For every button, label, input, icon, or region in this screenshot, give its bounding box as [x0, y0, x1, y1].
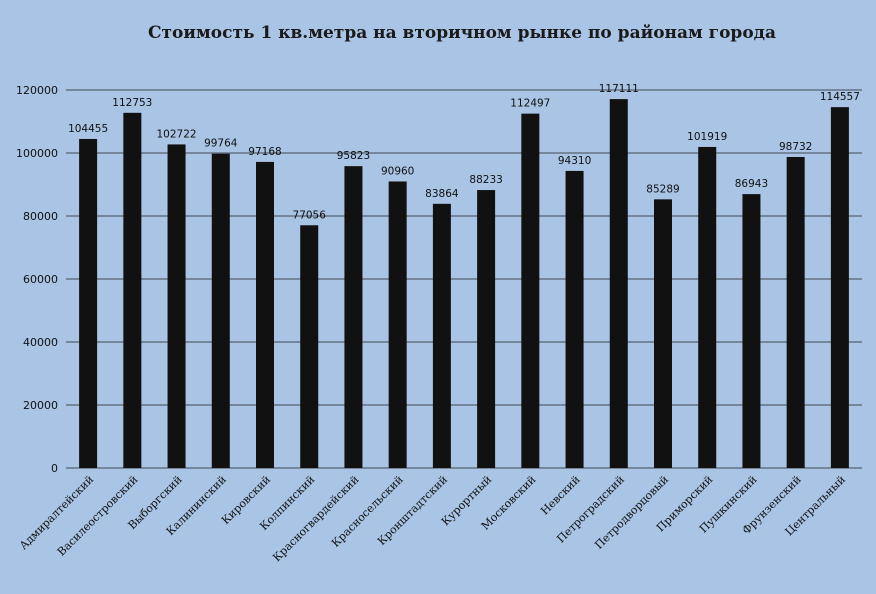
data-label: 83864 [425, 188, 459, 200]
bar [477, 190, 496, 469]
data-label: 114557 [820, 91, 860, 103]
bar [167, 144, 186, 468]
x-tick-label: Василеостровский [55, 473, 141, 559]
data-label: 85289 [646, 183, 679, 195]
data-label: 94310 [558, 155, 591, 167]
data-label: 95823 [337, 150, 370, 162]
data-label: 98732 [779, 141, 812, 153]
bar [742, 194, 761, 468]
data-label: 88233 [469, 174, 502, 186]
bar [521, 113, 540, 468]
bar [786, 156, 805, 468]
y-tick-label: 80000 [23, 210, 58, 223]
y-axis-ticks: 0 20000 40000 60000 80000 100000 120000 [16, 84, 58, 475]
bars [79, 99, 849, 469]
x-axis-ticks: АдмиралтейскийВасилеостровскийВыборгский… [17, 473, 848, 564]
y-tick-label: 0 [51, 462, 58, 475]
bar [565, 170, 584, 468]
x-tick-label: Красногвардейский [270, 473, 361, 564]
y-tick-label: 120000 [16, 84, 58, 97]
data-label: 77056 [293, 209, 327, 221]
bar [79, 138, 98, 469]
bar [300, 225, 319, 468]
data-label: 112497 [510, 98, 550, 110]
bar [609, 99, 628, 469]
bar [698, 146, 717, 469]
y-tick-label: 60000 [23, 273, 58, 286]
y-tick-label: 40000 [23, 336, 58, 349]
x-tick-label: Адмиралтейский [17, 473, 96, 552]
data-label: 117111 [599, 83, 639, 95]
data-labels: 104455 112753 102722 99764 97168 77056 95823 90… [68, 83, 860, 221]
bar [123, 112, 142, 468]
bar [654, 199, 672, 468]
bar [211, 153, 230, 468]
y-tick-label: 20000 [23, 399, 58, 412]
bar [830, 107, 849, 468]
data-label: 97168 [248, 146, 281, 158]
bar [344, 166, 363, 469]
bar [256, 161, 274, 468]
data-label: 86943 [735, 178, 768, 190]
data-label: 112753 [112, 97, 152, 109]
bar [432, 203, 451, 468]
data-label: 102722 [157, 128, 197, 140]
x-tick-label: Петродворцовый [592, 473, 671, 552]
data-label: 104455 [68, 123, 108, 135]
data-label: 101919 [687, 131, 727, 143]
data-label: 90960 [381, 165, 414, 177]
data-label: 99764 [204, 138, 238, 150]
y-tick-label: 100000 [16, 147, 58, 160]
x-tick-label: Невский [538, 473, 583, 518]
bar [388, 181, 407, 468]
gridlines [66, 89, 862, 469]
chart-title: Стоимость 1 кв.метра на вторичном рынке … [148, 23, 776, 43]
